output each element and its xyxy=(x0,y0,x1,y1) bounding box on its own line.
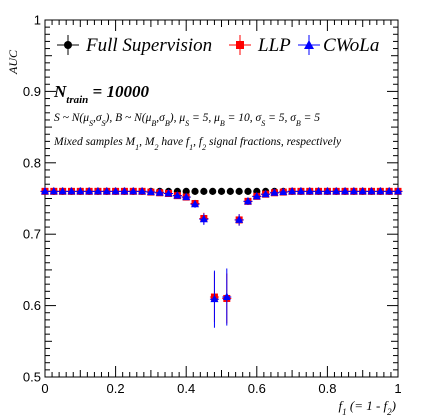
legend: Full Supervision LLP CWoLa xyxy=(57,35,379,56)
point-cwola xyxy=(358,186,367,195)
point-cwola xyxy=(93,186,102,195)
point-cwola xyxy=(341,186,350,195)
point-cwola xyxy=(296,186,305,195)
point-cwola xyxy=(120,186,129,195)
point-cwola xyxy=(76,186,85,195)
x-tick-label: 0.8 xyxy=(318,381,336,396)
point-full-supervision xyxy=(244,187,252,195)
x-axis-title: f1 (= 1 - f2) xyxy=(338,398,396,417)
point-cwola xyxy=(155,188,164,196)
point-cwola xyxy=(394,186,402,195)
data-marks xyxy=(40,186,403,328)
point-cwola xyxy=(210,294,219,303)
legend-entry-full-supervision: Full Supervision xyxy=(57,35,212,56)
y-tick-label: 1 xyxy=(34,13,41,28)
x-tick-label: 0.2 xyxy=(107,381,125,396)
y-tick-label: 0.5 xyxy=(23,370,41,385)
point-cwola xyxy=(222,292,231,301)
point-cwola xyxy=(102,186,111,195)
point-cwola xyxy=(385,186,394,195)
point-cwola xyxy=(367,186,376,195)
point-cwola xyxy=(49,186,58,195)
x-tick-label: 0 xyxy=(41,381,48,396)
point-cwola xyxy=(261,189,270,198)
point-cwola xyxy=(376,186,385,195)
point-cwola xyxy=(191,199,200,208)
annotation-model: S ~ N(μS,σS), B ~ N(μB,σB), μS = 5, μB =… xyxy=(54,112,320,128)
point-cwola xyxy=(349,186,358,195)
annotation-ntrain: Ntrain = 10000 xyxy=(53,82,149,106)
point-cwola xyxy=(58,186,67,195)
x-tick-label: 0.6 xyxy=(248,381,266,396)
legend-label-cwola: CWoLa xyxy=(323,35,379,56)
point-cwola xyxy=(314,186,323,195)
point-full-supervision xyxy=(209,187,217,195)
point-cwola xyxy=(138,186,147,195)
point-cwola xyxy=(305,186,314,195)
point-cwola xyxy=(323,186,332,195)
point-cwola xyxy=(332,186,341,195)
legend-label-llp: LLP xyxy=(257,35,291,56)
point-full-supervision xyxy=(191,187,199,195)
point-cwola xyxy=(146,187,155,196)
annotation-mixed-samples: Mixed samples M1, M2 have f1, f2 signal … xyxy=(53,136,342,152)
legend-entry-cwola: CWoLa xyxy=(298,35,379,56)
point-cwola xyxy=(243,196,252,205)
legend-entry-llp: LLP xyxy=(229,35,291,56)
axes: 0 0.2 0.4 0.6 0.8 1 0.5 0.6 0.7 0.8 0.9 1 xyxy=(23,13,402,397)
x-tick-label: 0.4 xyxy=(177,381,195,396)
legend-marker-full-supervision xyxy=(64,41,72,49)
point-full-supervision xyxy=(217,187,226,195)
plot-frame xyxy=(44,19,399,378)
point-cwola xyxy=(164,189,173,197)
y-tick-label: 0.6 xyxy=(23,298,41,313)
point-cwola xyxy=(41,186,49,195)
x-tick-label: 1 xyxy=(394,381,401,396)
point-full-supervision xyxy=(226,187,234,195)
point-cwola xyxy=(252,191,261,200)
point-cwola xyxy=(67,186,76,195)
point-full-supervision xyxy=(200,187,208,195)
point-cwola xyxy=(199,214,208,223)
point-cwola xyxy=(235,215,244,223)
point-full-supervision xyxy=(182,187,190,195)
point-cwola xyxy=(270,188,279,196)
legend-marker-cwola xyxy=(304,40,314,49)
point-cwola xyxy=(279,187,288,196)
point-cwola xyxy=(111,186,120,195)
point-cwola xyxy=(85,186,94,195)
point-full-supervision xyxy=(235,187,243,195)
point-cwola xyxy=(173,191,182,199)
y-tick-label: 0.7 xyxy=(23,227,41,242)
y-axis-title: AUC xyxy=(6,49,20,75)
point-cwola xyxy=(129,186,138,195)
point-cwola xyxy=(288,186,297,195)
y-tick-label: 0.9 xyxy=(23,84,41,99)
point-cwola xyxy=(182,192,191,201)
legend-label-full-supervision: Full Supervision xyxy=(85,35,212,56)
y-tick-label: 0.8 xyxy=(23,155,41,170)
legend-marker-llp xyxy=(236,41,244,49)
